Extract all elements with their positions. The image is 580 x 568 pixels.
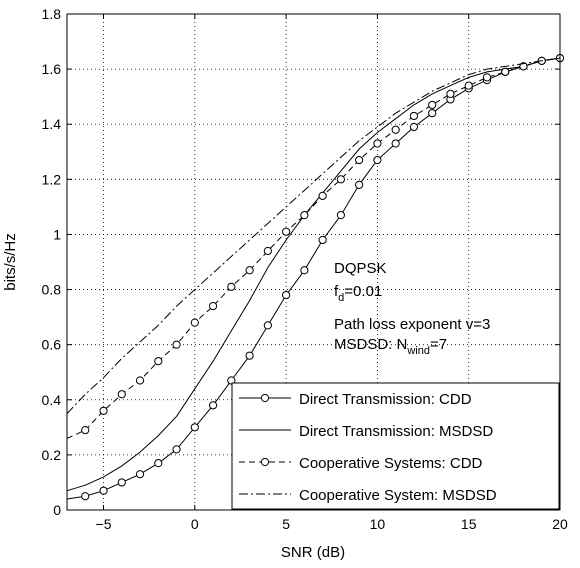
y-tick-label: 1.2 bbox=[42, 171, 62, 187]
data-point bbox=[208, 401, 218, 410]
data-point bbox=[263, 246, 272, 256]
y-tick-label: 1.6 bbox=[42, 61, 62, 77]
data-point bbox=[81, 492, 90, 501]
data-point bbox=[373, 139, 382, 148]
data-point bbox=[409, 111, 419, 121]
y-tick-label: 0.4 bbox=[42, 392, 62, 408]
annotation-window: MSDSD: Nwind=7 bbox=[334, 336, 447, 357]
annotation-path-loss: Path loss exponent v=3 bbox=[334, 316, 490, 333]
data-point bbox=[154, 459, 163, 468]
y-tick-label: 0.2 bbox=[42, 447, 62, 463]
x-tick-label: 5 bbox=[282, 516, 290, 532]
data-point bbox=[99, 486, 108, 495]
legend-entry: Direct Transmission: CDD bbox=[239, 391, 472, 408]
y-tick-label: 0.8 bbox=[42, 282, 62, 298]
legend-entry: Cooperative System: MSDSD bbox=[239, 487, 497, 504]
y-tick-label: 1.8 bbox=[42, 6, 62, 22]
data-point bbox=[446, 89, 455, 99]
data-point bbox=[355, 155, 364, 165]
legend-label: Direct Transmission: MSDSD bbox=[299, 423, 493, 440]
x-tick-label: −5 bbox=[96, 516, 112, 532]
data-point bbox=[190, 423, 199, 432]
data-point bbox=[81, 425, 90, 435]
legend-entry: Cooperative Systems: CDD bbox=[239, 455, 483, 472]
data-point bbox=[519, 62, 528, 71]
data-point bbox=[318, 235, 327, 245]
data-point bbox=[300, 266, 309, 275]
data-point bbox=[428, 109, 437, 118]
annotation: DQPSK fd=0.01 Path loss exponent v=3 MSD… bbox=[334, 260, 490, 357]
data-point bbox=[300, 211, 309, 220]
y-tick-label: 0.6 bbox=[42, 337, 62, 353]
y-tick-label: 1.4 bbox=[42, 116, 62, 132]
legend-box bbox=[231, 382, 560, 510]
y-tick-label: 0 bbox=[53, 502, 61, 518]
series-line bbox=[66, 57, 561, 439]
data-point bbox=[501, 67, 510, 76]
legend-marker bbox=[260, 457, 270, 467]
data-point bbox=[208, 301, 218, 311]
series-3 bbox=[66, 53, 565, 439]
series-2 bbox=[66, 57, 561, 492]
y-tick-label: 1 bbox=[53, 226, 61, 242]
data-point bbox=[355, 180, 364, 189]
x-tick-label: 15 bbox=[461, 516, 477, 532]
series-line bbox=[66, 57, 561, 500]
annotation-modulation: DQPSK bbox=[334, 260, 387, 277]
data-point bbox=[117, 478, 126, 487]
grid-lines bbox=[67, 14, 560, 510]
data-point bbox=[336, 175, 345, 184]
series-line bbox=[66, 57, 561, 414]
data-point bbox=[245, 266, 254, 275]
data-point bbox=[135, 376, 145, 385]
series-layer bbox=[66, 53, 565, 501]
data-point bbox=[482, 73, 492, 82]
data-point bbox=[373, 155, 382, 165]
data-point bbox=[227, 282, 236, 291]
x-tick-label: 10 bbox=[370, 516, 386, 532]
annotation-doppler: fd=0.01 bbox=[334, 283, 382, 304]
data-point bbox=[135, 470, 145, 479]
data-point bbox=[409, 122, 419, 132]
data-point bbox=[99, 406, 108, 415]
data-point bbox=[282, 290, 291, 300]
y-axis-label: bits/s/Hz bbox=[2, 233, 19, 291]
legend-entry: Direct Transmission: MSDSD bbox=[239, 423, 493, 440]
x-tick-label: 20 bbox=[552, 516, 568, 532]
data-point bbox=[245, 351, 254, 360]
data-point bbox=[282, 227, 291, 236]
data-point bbox=[172, 445, 181, 454]
data-point bbox=[428, 100, 437, 110]
data-point bbox=[263, 321, 272, 330]
series-line bbox=[66, 57, 561, 492]
data-point bbox=[318, 191, 327, 200]
series-4 bbox=[66, 57, 561, 414]
data-point bbox=[154, 357, 163, 366]
data-point bbox=[391, 139, 400, 148]
legend: Direct Transmission: CDD Direct Transmiss… bbox=[231, 382, 560, 510]
data-point bbox=[391, 125, 400, 134]
legend-label: Cooperative Systems: CDD bbox=[299, 455, 483, 472]
data-point bbox=[336, 211, 345, 220]
data-point bbox=[464, 81, 473, 90]
data-point bbox=[172, 340, 181, 349]
legend-label: Direct Transmission: CDD bbox=[299, 391, 472, 408]
legend-marker bbox=[260, 393, 270, 403]
data-point bbox=[190, 318, 199, 327]
x-axis-label: SNR (dB) bbox=[281, 544, 345, 561]
axis-ticks: −5 0 5 10 15 20 0 0.2 0.4 0.6 0.8 1 1.2 1.4 1.6 1.8 bbox=[42, 6, 568, 532]
x-tick-label: 0 bbox=[191, 516, 199, 532]
plot-frame bbox=[66, 13, 561, 511]
data-point bbox=[117, 390, 126, 399]
legend-label: Cooperative System: MSDSD bbox=[299, 487, 497, 504]
data-point bbox=[227, 376, 236, 385]
